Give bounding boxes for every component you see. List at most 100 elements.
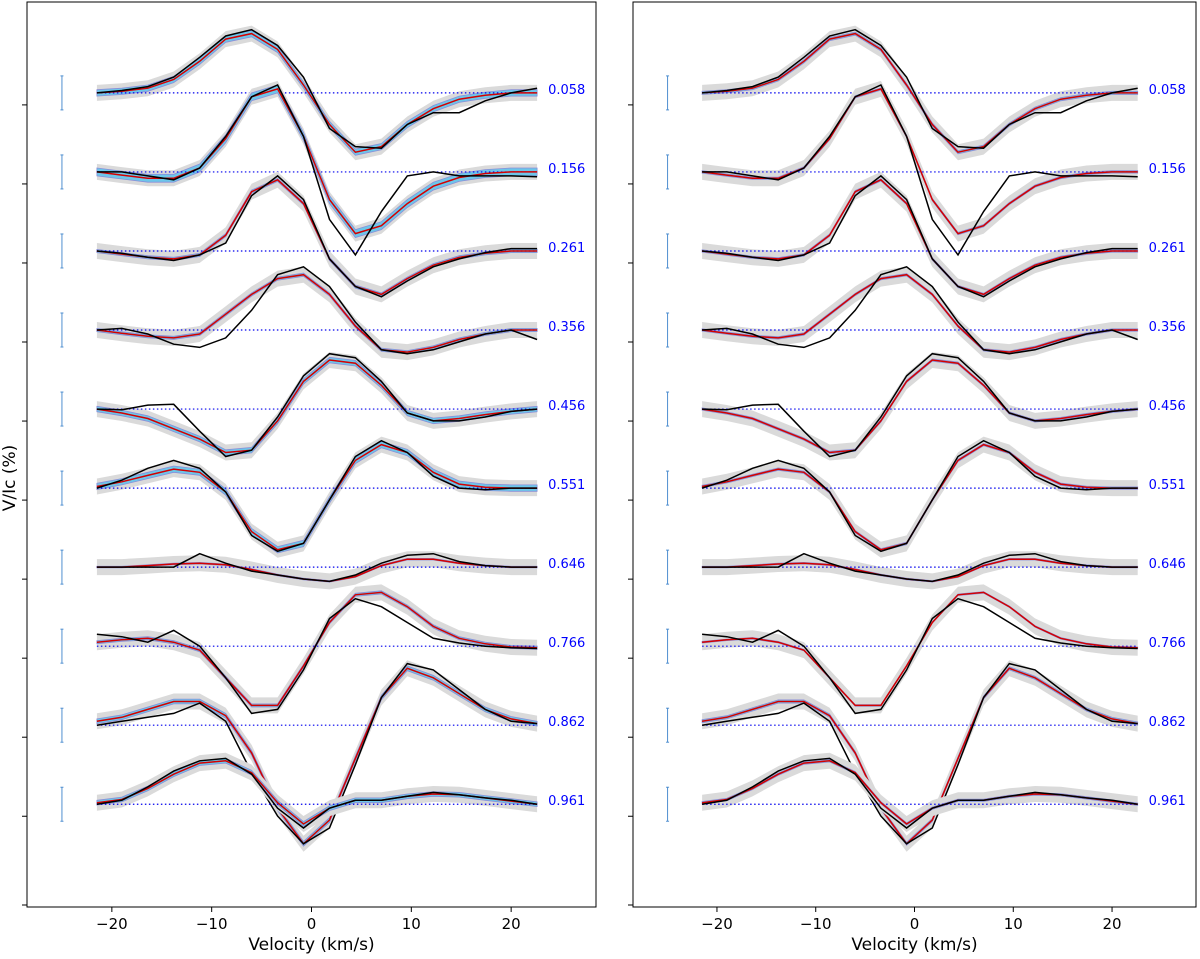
phase-label: 0.261 bbox=[548, 241, 585, 256]
uncertainty-band bbox=[96, 25, 538, 161]
model-spread-band bbox=[96, 272, 538, 355]
profile-phase-0.456: 0.456 bbox=[60, 352, 585, 461]
x-axis-label: Velocity (km/s) bbox=[851, 935, 977, 955]
profile-phase-0.261: 0.261 bbox=[666, 171, 1186, 303]
observed-line bbox=[96, 352, 538, 458]
observed-line bbox=[96, 552, 538, 583]
profile-phase-0.646: 0.646 bbox=[666, 549, 1186, 590]
uncertainty-band bbox=[702, 436, 1138, 558]
model-line bbox=[96, 443, 538, 551]
profile-phase-0.766: 0.766 bbox=[60, 584, 585, 715]
uncertainty-band bbox=[96, 352, 538, 461]
phase-label: 0.646 bbox=[548, 557, 585, 572]
model-line bbox=[96, 273, 538, 353]
model-spread-band bbox=[701, 442, 1139, 552]
observed-line bbox=[96, 265, 538, 355]
observed-line bbox=[96, 28, 538, 149]
uncertainty-band bbox=[96, 584, 538, 714]
uncertainty-band bbox=[96, 266, 538, 361]
uncertainty-band bbox=[702, 584, 1138, 714]
uncertainty-band bbox=[96, 436, 538, 558]
model-spread-band bbox=[96, 757, 538, 827]
uncertainty-band bbox=[96, 80, 538, 242]
uncertainty-band bbox=[702, 551, 1138, 590]
observed-line bbox=[701, 662, 1138, 845]
uncertainty-band bbox=[702, 80, 1138, 242]
left-panel: −20 −10 0 10 20 Velocity (km/s) 0.058 0.156 0.26… bbox=[22, 1, 597, 955]
observed-line bbox=[702, 28, 1138, 149]
x-tick-label: −20 bbox=[96, 915, 128, 933]
x-tick-label: 0 bbox=[307, 915, 317, 933]
model-line bbox=[702, 32, 1138, 154]
profile-phase-0.961: 0.961 bbox=[666, 752, 1186, 832]
model-line bbox=[701, 667, 1138, 845]
phase-label: 0.766 bbox=[1149, 636, 1186, 651]
observed-line bbox=[96, 439, 538, 553]
phase-label: 0.646 bbox=[1149, 557, 1186, 572]
model-line bbox=[702, 88, 1138, 235]
profile-phase-0.356: 0.356 bbox=[666, 265, 1186, 361]
observed-line bbox=[96, 757, 538, 829]
uncertainty-band bbox=[702, 752, 1138, 832]
observed-line bbox=[96, 84, 538, 257]
model-spread-band bbox=[96, 665, 538, 847]
model-line bbox=[702, 178, 1138, 296]
x-axis-label: Velocity (km/s) bbox=[248, 935, 374, 955]
model-line bbox=[96, 32, 538, 154]
phase-label: 0.961 bbox=[1149, 794, 1186, 809]
observed-line bbox=[96, 174, 538, 298]
uncertainty-band bbox=[702, 352, 1138, 461]
profile-phase-0.961: 0.961 bbox=[60, 752, 585, 832]
model-spread-band bbox=[701, 31, 1139, 155]
phase-label: 0.551 bbox=[1149, 478, 1186, 493]
observed-line bbox=[96, 597, 538, 715]
profile-phase-0.261: 0.261 bbox=[60, 171, 585, 303]
x-tick-label: 10 bbox=[402, 915, 421, 933]
phase-label: 0.156 bbox=[1149, 162, 1186, 177]
x-tick-label: 10 bbox=[1004, 915, 1023, 933]
profile-phase-0.551: 0.551 bbox=[666, 436, 1186, 558]
observed-line bbox=[702, 84, 1138, 257]
model-line bbox=[701, 443, 1138, 551]
model-spread-band bbox=[701, 666, 1139, 846]
model-spread-band bbox=[701, 273, 1139, 354]
model-spread-band bbox=[701, 759, 1139, 826]
observed-line bbox=[701, 757, 1138, 829]
profile-phase-0.456: 0.456 bbox=[666, 352, 1186, 461]
profile-phase-0.156: 0.156 bbox=[60, 80, 585, 257]
model-line bbox=[96, 667, 538, 845]
x-tick-label: −10 bbox=[196, 915, 228, 933]
observed-line bbox=[702, 352, 1138, 458]
phase-label: 0.058 bbox=[548, 83, 585, 98]
model-spread-band bbox=[96, 84, 538, 238]
observed-line bbox=[702, 552, 1138, 583]
model-spread-band bbox=[96, 177, 538, 297]
profile-phase-0.646: 0.646 bbox=[60, 549, 585, 590]
model-spread-band bbox=[701, 87, 1139, 236]
observed-line bbox=[96, 662, 538, 845]
uncertainty-band bbox=[96, 551, 538, 590]
x-tick-label: 0 bbox=[910, 915, 920, 933]
model-spread-band bbox=[96, 441, 538, 554]
observed-line bbox=[702, 265, 1138, 355]
profile-phase-0.862: 0.862 bbox=[666, 660, 1186, 852]
model-line bbox=[96, 178, 538, 296]
profile-phase-0.356: 0.356 bbox=[60, 265, 585, 361]
observed-line bbox=[702, 597, 1138, 715]
profile-phase-0.766: 0.766 bbox=[666, 584, 1186, 715]
phase-label: 0.356 bbox=[548, 320, 585, 335]
observed-line bbox=[701, 439, 1138, 553]
model-line bbox=[701, 359, 1138, 454]
model-line bbox=[96, 88, 538, 235]
phase-label: 0.058 bbox=[1149, 83, 1186, 98]
x-tick-label: 20 bbox=[1102, 915, 1121, 933]
profile-phase-0.058: 0.058 bbox=[666, 25, 1186, 161]
profile-phase-0.156: 0.156 bbox=[666, 80, 1186, 257]
uncertainty-band bbox=[702, 25, 1138, 161]
profile-phase-0.551: 0.551 bbox=[60, 436, 585, 558]
y-axis-label: V/Ic (%) bbox=[0, 445, 20, 512]
phase-label: 0.766 bbox=[548, 636, 585, 651]
x-tick-label: −20 bbox=[701, 915, 733, 933]
observed-line bbox=[702, 174, 1138, 298]
